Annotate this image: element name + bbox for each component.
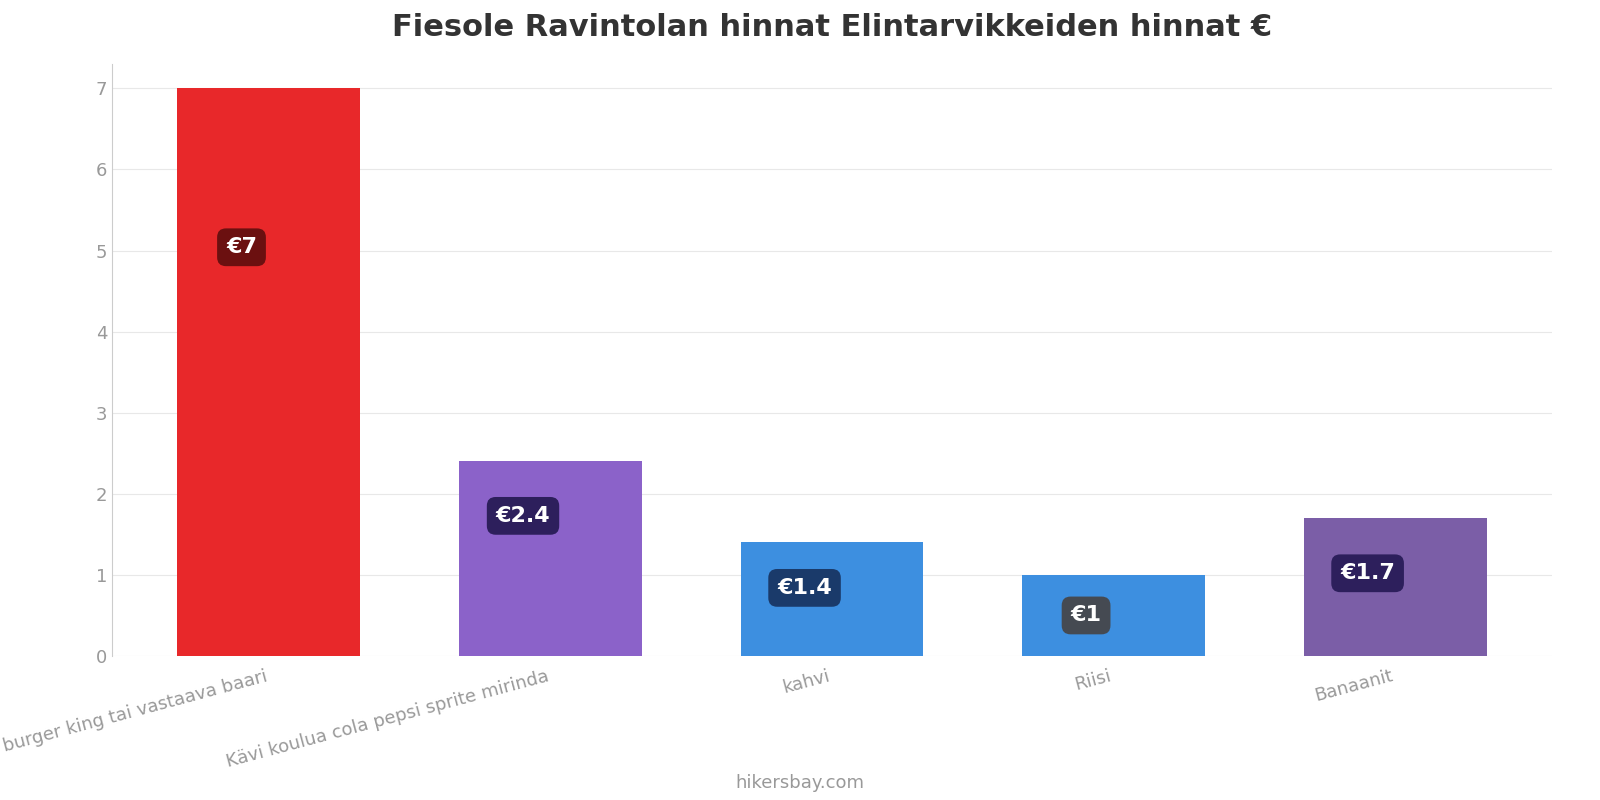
Bar xyxy=(1022,575,1205,656)
Text: €1.4: €1.4 xyxy=(778,578,832,598)
Text: €2.4: €2.4 xyxy=(496,506,550,526)
Text: hikersbay.com: hikersbay.com xyxy=(736,774,864,792)
Bar xyxy=(1304,518,1486,656)
Bar xyxy=(459,462,642,656)
Text: €1: €1 xyxy=(1070,606,1101,626)
Title: Fiesole Ravintolan hinnat Elintarvikkeiden hinnat €: Fiesole Ravintolan hinnat Elintarvikkeid… xyxy=(392,14,1272,42)
Text: €1.7: €1.7 xyxy=(1341,563,1395,583)
Bar xyxy=(741,542,923,656)
Text: €7: €7 xyxy=(226,238,258,258)
Bar xyxy=(178,88,360,656)
